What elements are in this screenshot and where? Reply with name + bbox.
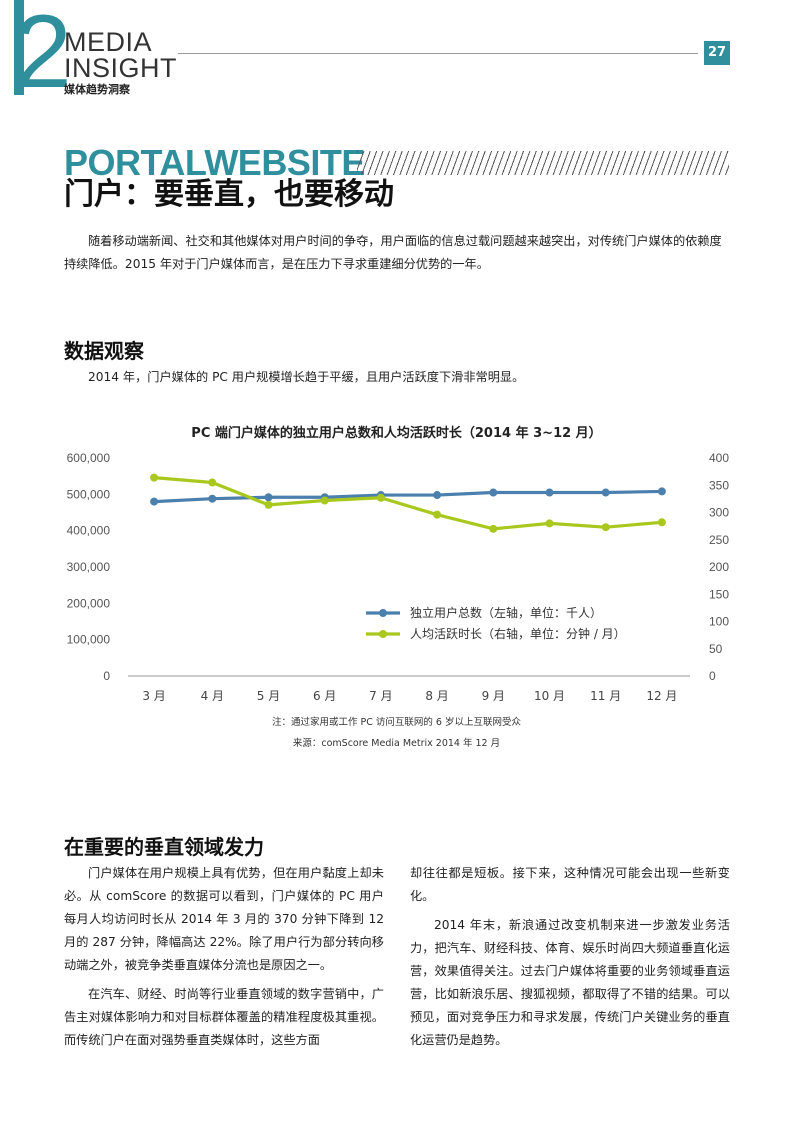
- data-point: [601, 523, 610, 532]
- right-axis-tick-label: 200: [709, 560, 729, 574]
- left-axis-tick-label: 200,000: [67, 596, 111, 610]
- x-axis-tick-label: 7 月: [369, 689, 392, 703]
- data-point: [433, 491, 442, 500]
- data-point: [320, 496, 329, 505]
- data-point: [545, 519, 554, 528]
- data-point: [657, 487, 666, 496]
- left-axis-tick-label: 600,000: [67, 451, 111, 465]
- data-point: [433, 510, 442, 519]
- data-point: [208, 494, 217, 503]
- data-point: [150, 497, 159, 506]
- page-number: 27: [704, 41, 730, 65]
- header-accent-bar: [14, 0, 24, 95]
- right-axis-tick-label: 350: [709, 478, 729, 492]
- legend-label: 独立用户总数（左轴，单位：千人）: [410, 605, 602, 620]
- data-point: [150, 473, 159, 482]
- paragraph: 2014 年末，新浪通过改变机制来进一步激发业务活力，把汽车、财经科技、体育、娱…: [410, 918, 730, 1047]
- x-axis-tick-label: 4 月: [201, 689, 224, 703]
- x-axis-tick-label: 6 月: [313, 689, 336, 703]
- data-point: [208, 478, 217, 487]
- section1-text: 2014 年，门户媒体的 PC 用户规模增长趋于平缓，且用户活跃度下滑非常明显。: [88, 370, 525, 384]
- line-chart: 0 100,000 200,000 300,000 400,000 500,000 600,…: [67, 451, 730, 703]
- body-column-left: 门户媒体在用户规模上具有优势，但在用户黏度上却未必。从 comScore 的数据…: [64, 862, 384, 1058]
- paragraph: 门户媒体在用户规模上具有优势，但在用户黏度上却未必。从 comScore 的数据…: [64, 866, 384, 972]
- right-axis-tick-label: 300: [709, 506, 729, 520]
- right-axis-tick-label: 50: [709, 642, 723, 656]
- legend-swatch-marker: [379, 630, 387, 638]
- x-axis-tick-label: 8 月: [425, 689, 448, 703]
- left-axis-tick-label: 100,000: [67, 633, 111, 647]
- right-axis-tick-label: 150: [709, 587, 729, 601]
- left-axis-tick-label: 0: [103, 669, 110, 683]
- left-axis-tick-label: 400,000: [67, 524, 111, 538]
- data-point: [489, 524, 498, 533]
- series-line-1: [154, 489, 662, 504]
- title-chinese: 门户：要垂直，也要移动: [64, 177, 394, 212]
- title-english: PORTALWEBSITE: [64, 142, 365, 183]
- chart-note: 注：通过家用或工作 PC 访问互联网的 6 岁以上互联网受众: [272, 717, 521, 728]
- body-column-right: 却往往都是短板。接下来，这种情况可能会出现一些新变化。 2014 年末，新浪通过…: [410, 862, 730, 1058]
- left-axis-tick-label: 300,000: [67, 560, 111, 574]
- x-axis-tick-label: 5 月: [257, 689, 280, 703]
- section-number: 2: [14, 0, 72, 110]
- header-rule: [178, 53, 698, 54]
- data-point: [601, 488, 610, 497]
- section2-heading: 在重要的垂直领域发力: [64, 835, 264, 859]
- section1-heading: 数据观察: [64, 339, 144, 363]
- data-point: [264, 493, 273, 502]
- data-point: [489, 488, 498, 497]
- header-insight: INSIGHT: [64, 53, 178, 83]
- paragraph: 却往往都是短板。接下来，这种情况可能会出现一些新变化。: [410, 866, 730, 903]
- x-axis-tick-label: 12 月: [646, 689, 677, 703]
- paragraph: 在汽车、财经、时尚等行业垂直领域的数字营销中，广告主对媒体影响力和对目标群体覆盖…: [64, 987, 384, 1047]
- left-axis-tick-label: 500,000: [67, 487, 111, 501]
- data-point: [376, 493, 385, 502]
- header-subtitle: 媒体趋势洞察: [64, 83, 130, 96]
- chart-title: PC 端门户媒体的独立用户总数和人均活跃时长（2014 年 3~12 月）: [191, 426, 602, 441]
- x-axis-tick-label: 10 月: [534, 689, 565, 703]
- legend-label: 人均活跃时长（右轴，单位：分钟 / 月）: [410, 626, 626, 641]
- x-axis-tick-label: 3 月: [142, 689, 165, 703]
- data-point: [657, 518, 666, 527]
- x-axis-tick-label: 9 月: [482, 689, 505, 703]
- data-point: [264, 500, 273, 509]
- chart-source: 来源：comScore Media Metrix 2014 年 12 月: [292, 738, 501, 749]
- title-hatch-decoration: [357, 151, 729, 175]
- header-media: MEDIA: [64, 27, 153, 57]
- right-axis-tick-label: 0: [709, 669, 716, 683]
- right-axis-tick-label: 400: [709, 451, 729, 465]
- x-axis-tick-label: 11 月: [590, 689, 621, 703]
- series-line-2: [153, 476, 663, 531]
- right-axis-tick-label: 100: [709, 615, 729, 629]
- intro-paragraph: 随着移动端新闻、社交和其他媒体对用户时间的争夺，用户面临的信息过载问题越来越突出…: [64, 234, 722, 271]
- data-point: [545, 488, 554, 497]
- right-axis-tick-label: 250: [709, 533, 729, 547]
- legend-swatch-marker: [379, 609, 387, 617]
